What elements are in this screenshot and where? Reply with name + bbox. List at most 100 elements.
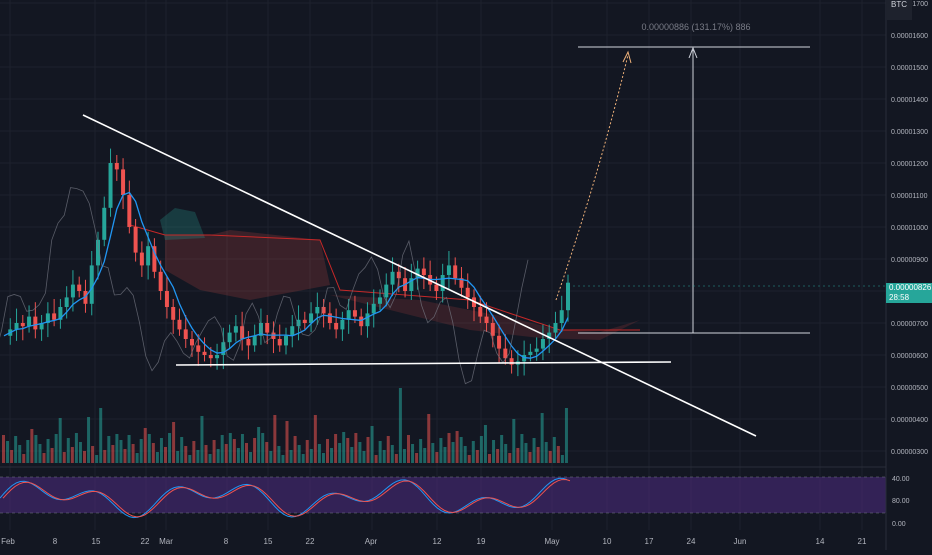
volume-bar xyxy=(540,413,544,463)
candle-body xyxy=(396,271,401,279)
candle-body xyxy=(89,265,94,304)
volume-bar xyxy=(471,441,475,463)
volume-bar xyxy=(216,449,220,463)
volume-bar xyxy=(30,429,34,463)
volume-bar xyxy=(350,447,354,463)
time-tick-label: 8 xyxy=(53,537,58,546)
volume-bar xyxy=(14,436,18,463)
time-tick-label: Mar xyxy=(159,537,173,546)
candle-body xyxy=(45,313,50,323)
volume-bar xyxy=(528,452,532,463)
volume-bar xyxy=(431,443,435,463)
volume-bar xyxy=(321,453,325,463)
candle-body xyxy=(252,335,257,346)
rsi-tick-label: 0.00 xyxy=(892,521,906,528)
candle-body xyxy=(171,307,176,320)
time-axis[interactable]: Feb 8 15 22 Mar 8 15 22 Apr 12 19 May 10 17 24 Jun 14 21 xyxy=(1,537,867,546)
cloud-bullish xyxy=(160,208,205,240)
candle-body xyxy=(409,278,414,291)
volume-bar xyxy=(228,433,232,463)
candle-body xyxy=(490,323,495,336)
volume-bar xyxy=(358,442,362,463)
volume-bar xyxy=(390,445,394,463)
volume-bar xyxy=(253,438,257,463)
candle-body xyxy=(371,303,376,314)
price-tick-label: 0.00000700 xyxy=(891,321,928,328)
candle-body xyxy=(27,316,32,327)
volume-bar xyxy=(544,442,548,463)
candle-body xyxy=(70,284,75,298)
price-tick-label: 0.00001400 xyxy=(891,97,928,104)
candle-body xyxy=(133,227,138,253)
candle-body xyxy=(553,323,558,333)
time-tick-label: Jun xyxy=(734,537,747,546)
volume-bar xyxy=(500,435,504,463)
candle-body xyxy=(415,268,420,279)
volume-bar xyxy=(374,455,378,463)
volume-bar xyxy=(326,439,329,463)
candle-body xyxy=(215,355,220,359)
volume-bar xyxy=(548,451,552,463)
volume-bar xyxy=(334,434,338,463)
time-tick-label: 22 xyxy=(141,537,150,546)
volume-bar xyxy=(196,450,200,463)
time-tick-label: 21 xyxy=(858,537,867,546)
candle-body xyxy=(509,358,514,365)
time-tick-label: 8 xyxy=(224,537,229,546)
price-tick-label: 0.00001000 xyxy=(891,225,928,232)
volume-bar xyxy=(342,432,346,463)
candle-body xyxy=(421,268,426,275)
time-tick-label: 15 xyxy=(92,537,101,546)
volume-bar xyxy=(135,453,139,463)
volume-bar xyxy=(155,452,159,463)
volume-bar xyxy=(297,445,301,463)
volume-bar xyxy=(147,434,151,463)
trend-drawings[interactable] xyxy=(82,46,886,437)
volume-bar xyxy=(435,452,439,463)
candle-body xyxy=(139,252,144,266)
volume-bar xyxy=(560,455,564,463)
time-tick-label: 10 xyxy=(603,537,612,546)
candle-body xyxy=(146,246,151,266)
time-tick-label: 14 xyxy=(816,537,825,546)
candle-body xyxy=(102,207,107,240)
volume-bar xyxy=(42,453,46,463)
candle-body xyxy=(390,271,395,285)
volume-bar xyxy=(22,454,26,463)
price-axis[interactable]: 0.000017000.000016000.000015000.00001400… xyxy=(891,1,928,456)
volume-bar xyxy=(269,451,273,463)
volume-bar xyxy=(99,408,103,463)
candle-body xyxy=(315,307,320,314)
candle-body xyxy=(221,342,226,355)
candle-body xyxy=(446,265,451,275)
volume-bar xyxy=(143,428,147,463)
candle-body xyxy=(302,319,307,323)
candle-body xyxy=(33,316,38,330)
volume-bar xyxy=(313,415,317,463)
volume-bar xyxy=(455,431,459,463)
volume-bar xyxy=(192,441,196,463)
volume-bar xyxy=(119,440,123,463)
volume-bar xyxy=(394,454,398,463)
candle-body xyxy=(177,319,182,330)
volume-bar xyxy=(451,442,455,463)
senkou-b xyxy=(129,224,640,331)
volume-bar xyxy=(91,446,95,463)
volume-bar xyxy=(168,433,172,463)
time-tick-label: 19 xyxy=(477,537,486,546)
volume-bar xyxy=(277,446,281,463)
descending-trendline xyxy=(82,114,757,437)
candle-body xyxy=(327,313,332,323)
volume-bar xyxy=(232,439,236,463)
volume-bar xyxy=(492,440,496,463)
candle-body xyxy=(334,323,339,330)
time-tick-label: 12 xyxy=(433,537,442,546)
volume-bar xyxy=(362,451,366,463)
countdown-value: 28:58 xyxy=(889,293,910,302)
volume-bar xyxy=(220,435,224,463)
candle-body xyxy=(559,310,564,323)
volume-bar xyxy=(512,419,516,463)
candle-body xyxy=(208,355,213,359)
